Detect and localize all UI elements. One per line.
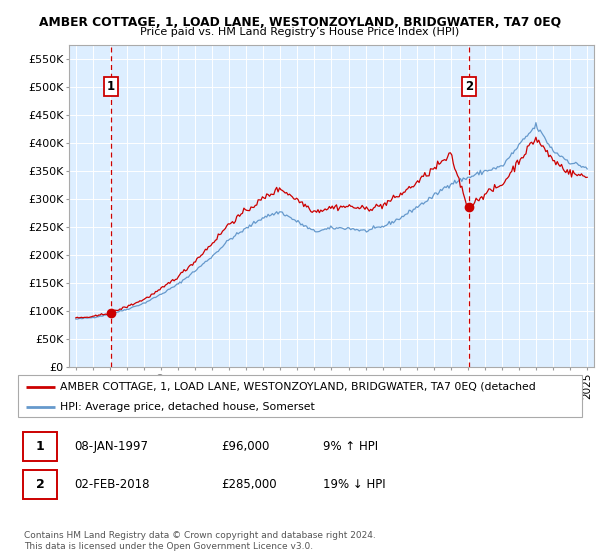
Text: £285,000: £285,000 — [221, 478, 277, 491]
Text: £96,000: £96,000 — [221, 440, 269, 453]
Text: 2: 2 — [35, 478, 44, 491]
Text: 1: 1 — [107, 80, 115, 94]
Text: 9% ↑ HPI: 9% ↑ HPI — [323, 440, 377, 453]
Text: 08-JAN-1997: 08-JAN-1997 — [74, 440, 148, 453]
Text: 2: 2 — [466, 80, 473, 94]
FancyBboxPatch shape — [23, 432, 58, 461]
Text: 02-FEB-2018: 02-FEB-2018 — [74, 478, 150, 491]
Text: AMBER COTTAGE, 1, LOAD LANE, WESTONZOYLAND, BRIDGWATER, TA7 0EQ (detached: AMBER COTTAGE, 1, LOAD LANE, WESTONZOYLA… — [60, 382, 536, 392]
Text: 19% ↓ HPI: 19% ↓ HPI — [323, 478, 385, 491]
Text: 1: 1 — [35, 440, 44, 453]
Text: HPI: Average price, detached house, Somerset: HPI: Average price, detached house, Some… — [60, 402, 315, 412]
FancyBboxPatch shape — [23, 470, 58, 499]
Text: Contains HM Land Registry data © Crown copyright and database right 2024.: Contains HM Land Registry data © Crown c… — [24, 531, 376, 540]
Text: AMBER COTTAGE, 1, LOAD LANE, WESTONZOYLAND, BRIDGWATER, TA7 0EQ: AMBER COTTAGE, 1, LOAD LANE, WESTONZOYLA… — [39, 16, 561, 29]
Text: Price paid vs. HM Land Registry’s House Price Index (HPI): Price paid vs. HM Land Registry’s House … — [140, 27, 460, 37]
Text: This data is licensed under the Open Government Licence v3.0.: This data is licensed under the Open Gov… — [24, 542, 313, 551]
